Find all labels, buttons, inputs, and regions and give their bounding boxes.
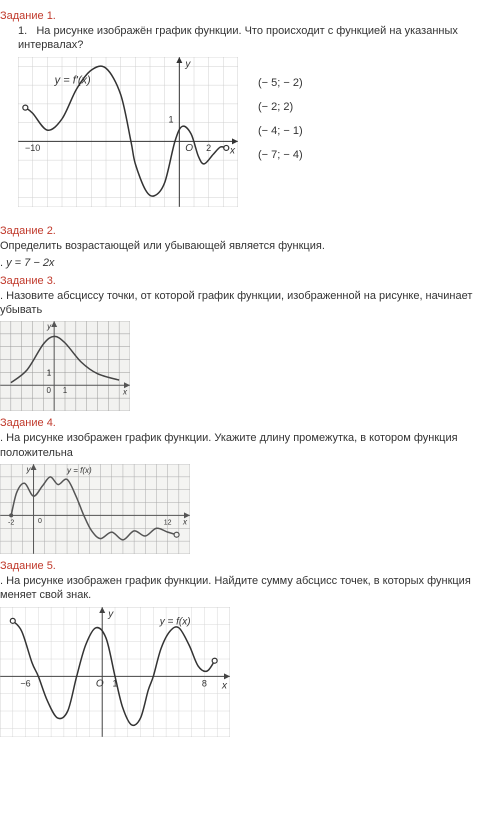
task4-title: Задание 4. [0,417,500,429]
svg-text:12: 12 [164,520,172,527]
task3-text: Назовите абсциссу точки, от которой граф… [0,290,472,316]
task5-graph: y = f(x) −6 1 8 Ox y [0,607,500,737]
svg-text:0: 0 [46,386,51,395]
svg-text:1: 1 [47,369,52,378]
svg-text:y = f'(x): y = f'(x) [54,74,91,86]
svg-text:y = f(x): y = f(x) [159,616,191,627]
interval-0: (− 5; − 2) [258,77,303,89]
task1-graph: y = f'(x) x y −10 2 1 O [18,57,238,207]
task2-eq: y = 7 − 2x [6,257,54,269]
svg-text:8: 8 [202,678,207,688]
interval-1: (− 2; 2) [258,101,303,113]
svg-text:y: y [184,59,191,70]
task1-prompt: 1. На рисунке изображён график функции. … [0,24,500,53]
task3-prompt-row: . Назовите абсциссу точки, от которой гр… [0,289,500,318]
task2-title: Задание 2. [0,225,500,237]
svg-text:x: x [221,680,228,691]
svg-text:2: 2 [206,142,211,152]
task4-graph: y = f(x)-2012xy [0,464,500,554]
svg-text:0: 0 [38,518,42,525]
task5-prompt-row: . На рисунке изображен график функции. Н… [0,574,500,603]
svg-text:−6: −6 [20,678,30,688]
svg-text:x: x [229,145,236,156]
task2-prompt: Определить возрастающей или убывающей яв… [0,239,500,253]
task4-prompt-row: . На рисунке изображен график функции. У… [0,431,500,460]
svg-text:-2: -2 [8,520,14,527]
interval-3: (− 7; − 4) [258,149,303,161]
task1-title: Задание 1. [0,10,500,22]
svg-text:−10: −10 [25,142,40,152]
svg-text:O: O [185,142,193,153]
interval-2: (− 4; − 1) [258,125,303,137]
task1-text: На рисунке изображён график функции. Что… [18,25,458,51]
task5-title: Задание 5. [0,560,500,572]
svg-text:1: 1 [63,386,68,395]
svg-text:1: 1 [168,114,173,124]
task2-formula: . y = 7 − 2x [0,257,500,269]
task3-graph: 01xy1 [0,321,500,411]
svg-text:y: y [107,609,114,620]
task3-title: Задание 3. [0,275,500,287]
task1-num: 1. [18,25,27,37]
task1-intervals: (− 5; − 2) (− 2; 2) (− 4; − 1) (− 7; − 4… [258,57,303,161]
task5-text: На рисунке изображен график функции. Най… [0,575,471,601]
svg-text:O: O [96,678,104,689]
svg-text:y = f(x): y = f(x) [66,466,92,475]
svg-text:1: 1 [112,678,117,688]
task4-text: На рисунке изображен график функции. Ука… [0,432,458,458]
